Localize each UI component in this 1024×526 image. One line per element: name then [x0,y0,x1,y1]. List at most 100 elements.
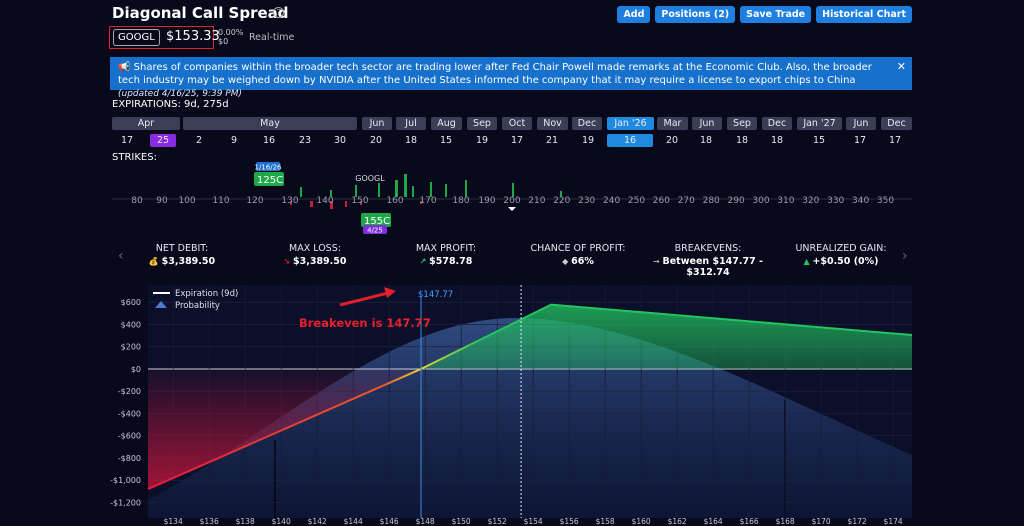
y-tick-label: $200 [121,343,141,352]
expiration-date[interactable]: 17 [120,135,134,146]
expiration-date[interactable]: 17 [510,135,524,146]
expiration-date[interactable]: 16 [262,135,276,146]
next-arrow[interactable]: › [902,248,908,264]
legend-label: Probability [175,301,220,311]
open-interest [300,174,562,197]
strike-label: 350 [877,196,894,206]
expiration-date[interactable]: 17 [853,135,867,146]
expiration-date[interactable]: 15 [812,135,826,146]
metric-text: $3,389.50 [293,256,347,267]
month-tab[interactable]: Apr [112,117,180,130]
leg-badge [254,172,284,186]
metric-text: +$0.50 (0%) [812,256,879,267]
strike-label: 230 [578,196,595,206]
x-tick-label: $148 [416,517,435,526]
pnl-line [147,303,913,490]
metric-label: CHANCE OF PROFIT: [530,243,626,254]
strike-label: 150 [351,196,368,206]
y-tick-label: $600 [121,298,141,307]
expiration-date[interactable]: 17 [888,135,902,146]
month-tab[interactable]: Dec [572,117,602,130]
strike-label: 280 [703,196,720,206]
month-tab[interactable]: Jun [846,117,876,130]
leg-badge [361,213,391,227]
leg-label: 125C [257,175,283,186]
expiration-date[interactable]: 30 [333,135,347,146]
month-tab[interactable]: Jun [692,117,722,130]
month-tab[interactable]: Jan '27 [797,117,842,130]
metric-value: 💰 $3,389.50 [117,256,247,267]
month-tab[interactable]: Sep [727,117,757,130]
strike-label: 340 [852,196,869,206]
month-tab[interactable]: May [183,117,357,130]
strike-label: 270 [678,196,695,206]
expiration-date[interactable]: 18 [699,135,713,146]
expiration-date[interactable]: 18 [404,135,418,146]
expiration-date[interactable]: 9 [230,135,238,146]
strike-label: 80 [131,196,143,206]
toolbar-button[interactable]: Positions (2) [655,6,736,23]
expiration-date[interactable]: 2 [195,135,203,146]
strike-label: 90 [156,196,168,206]
symbol[interactable]: GOOGL [113,29,160,46]
month-tab[interactable]: Mar [657,117,688,130]
month-tab[interactable]: Nov [537,117,568,130]
metric-icon: ◆ [562,257,572,266]
metric: NET DEBIT: 💰 $3,389.50 [117,243,247,267]
metric-icon: ↗ [419,257,430,266]
toolbar-button[interactable]: Add [617,6,651,23]
expiration-date[interactable]: 19 [475,135,489,146]
strike-label: 140 [316,196,333,206]
prev-arrow[interactable]: ‹ [118,248,124,264]
metric-text: 66% [571,256,594,267]
page-title: Diagonal Call Spread [112,4,289,22]
strike-label: 330 [827,196,844,206]
month-tab[interactable]: Aug [431,117,462,130]
price-marker [508,207,516,211]
metric-icon: ▲ [803,257,813,266]
expiration-date[interactable]: 18 [735,135,749,146]
expiration-date[interactable]: 15 [439,135,453,146]
strike-label: 210 [528,196,545,206]
metric: CHANCE OF PROFIT: ◆ 66% [513,243,643,267]
x-tick-label: $172 [848,517,867,526]
month-tab[interactable]: Sep [467,117,497,130]
expiration-date[interactable]: 23 [298,135,312,146]
probability-area [148,318,912,518]
feed: Real-time [249,32,295,43]
month-tab[interactable]: Jun [362,117,392,130]
month-tab[interactable]: Dec [881,117,912,130]
breakeven-label: $147.77 [418,290,453,300]
metric-value: ↗ $578.78 [381,256,511,267]
metric-label: BREAKEVENS: [674,243,742,254]
y-tick-label: $0 [131,365,141,374]
month-tab[interactable]: Dec [762,117,792,130]
month-tab[interactable]: Jan '26 [607,117,654,130]
help-icon[interactable]: ? [273,7,284,18]
annotation: Breakeven is 147.77 [299,316,431,330]
strike-label: 290 [728,196,745,206]
month-tab[interactable]: Jul [396,117,426,130]
close-button[interactable]: ✕ [896,60,906,73]
month-tab[interactable]: Oct [502,117,532,130]
strike-label: 190 [478,196,495,206]
expiration-date[interactable]: 16 [607,134,653,147]
strike-label: 120 [246,196,263,206]
strike-label: 250 [628,196,645,206]
toolbar-button[interactable]: Save Trade [740,6,812,23]
strike-label: 260 [653,196,670,206]
strike-label: 200 [503,196,520,206]
toolbar-button[interactable]: Historical Chart [816,6,912,23]
strike-label: 110 [212,196,229,206]
y-tick-label: -$600 [118,432,141,441]
expiration-date[interactable]: 25 [150,134,176,147]
metric-value: ◆ 66% [513,256,643,267]
expiration-date[interactable]: 18 [770,135,784,146]
expiration-date[interactable]: 19 [581,135,595,146]
expiration-date[interactable]: 21 [545,135,559,146]
strike-label: 180 [452,196,469,206]
metric: MAX LOSS: ↘ $3,389.50 [250,243,380,267]
expiration-date[interactable]: 20 [665,135,679,146]
expiration-date[interactable]: 20 [369,135,383,146]
